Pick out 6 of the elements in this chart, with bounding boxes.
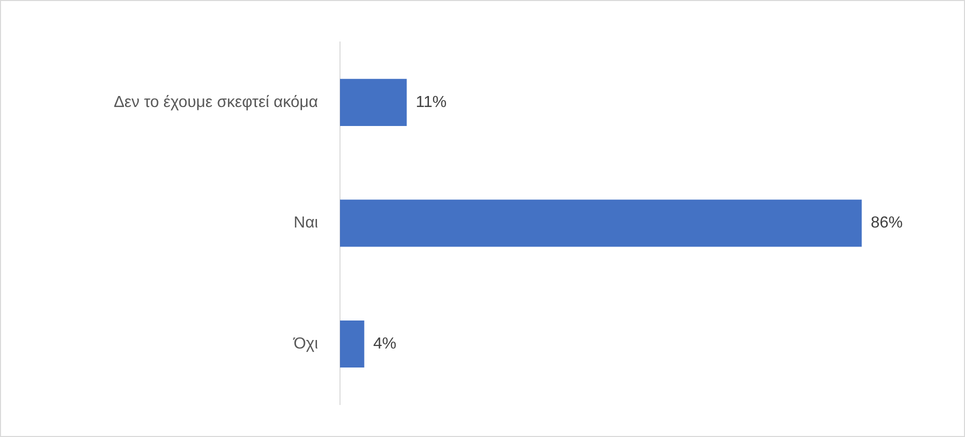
data-label: 86% (870, 214, 903, 232)
y-tick-label: Όχι (292, 335, 318, 352)
y-tick-label: Δεν το έχουμε σκεφτεί ακόμα (114, 94, 318, 111)
data-label: 4% (373, 335, 396, 352)
data-label: 11% (416, 94, 447, 111)
y-tick-label: Ναι (294, 214, 318, 232)
